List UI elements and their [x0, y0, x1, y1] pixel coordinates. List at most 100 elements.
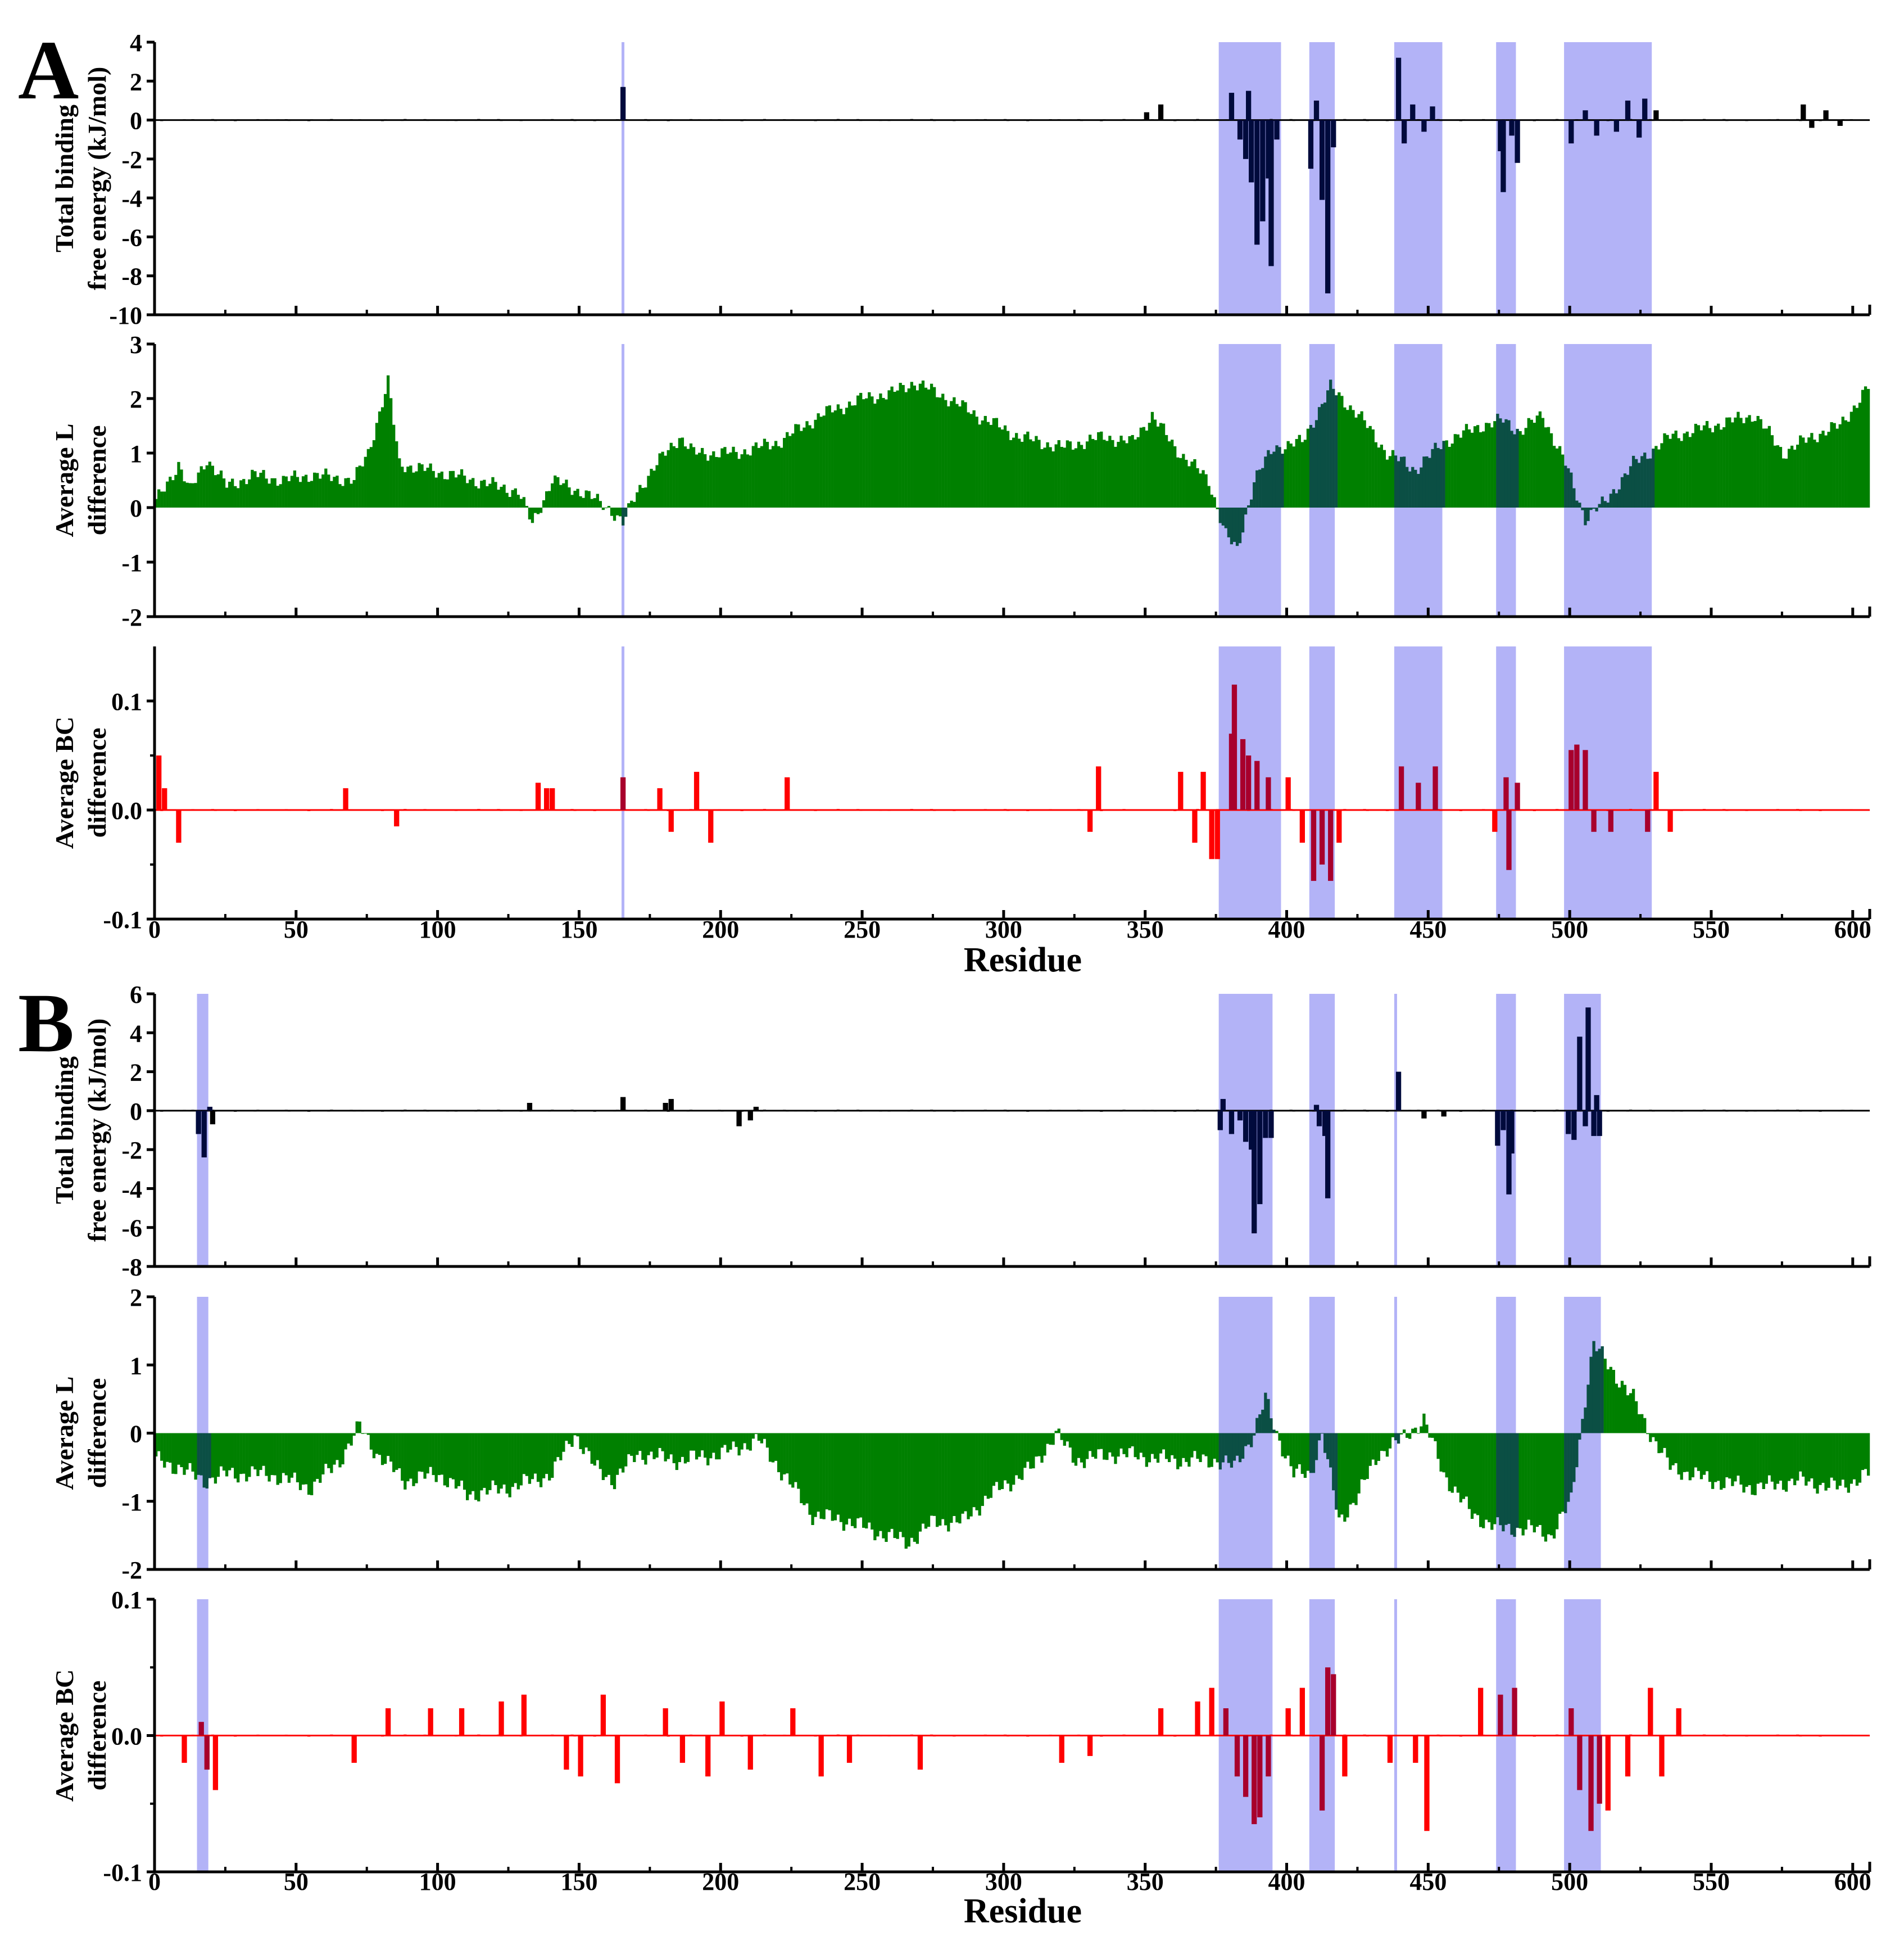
l-bar	[763, 1433, 767, 1439]
l-bar	[998, 427, 1001, 508]
l-bar	[1408, 471, 1412, 508]
data-bar	[1515, 782, 1520, 810]
l-bar	[1459, 437, 1463, 508]
l-bar	[729, 452, 732, 508]
l-bar	[771, 1433, 775, 1463]
l-bar	[1671, 1433, 1675, 1465]
l-bar	[1776, 445, 1780, 508]
data-bar	[1432, 766, 1438, 810]
l-bar	[618, 508, 622, 517]
l-bar	[939, 397, 942, 508]
l-bar	[1584, 1407, 1587, 1433]
l-bar	[661, 1433, 664, 1451]
data-bar	[1574, 744, 1580, 810]
l-bar	[536, 1433, 540, 1482]
l-bar	[338, 484, 342, 508]
l-bar	[765, 1433, 769, 1448]
data-bar	[1608, 810, 1613, 832]
l-bar	[1779, 1433, 1783, 1481]
data-bar	[614, 1735, 620, 1784]
l-bar	[1275, 1431, 1279, 1433]
l-bar	[321, 474, 325, 508]
y-tick-label: -1	[121, 549, 142, 577]
l-bar	[1493, 1433, 1497, 1524]
l-bar	[1448, 1433, 1451, 1491]
l-bar	[1595, 508, 1598, 512]
l-bar	[647, 476, 650, 508]
l-bar	[1238, 1433, 1242, 1463]
l-bar	[950, 401, 953, 508]
l-bar	[786, 432, 789, 508]
l-bar	[683, 446, 687, 508]
l-bar	[389, 398, 393, 508]
l-bar	[859, 392, 863, 508]
l-bar	[568, 1433, 571, 1444]
l-bar	[1077, 1433, 1081, 1458]
l-bar	[1779, 447, 1783, 508]
l-bar	[786, 1433, 789, 1474]
l-bar	[1626, 474, 1630, 508]
l-bar	[313, 1433, 316, 1482]
l-bar	[692, 447, 696, 508]
l-bar	[939, 1433, 942, 1526]
data-bar	[1266, 120, 1271, 179]
l-bar	[735, 452, 738, 508]
l-bar	[817, 413, 820, 508]
l-bar	[862, 1433, 865, 1528]
l-bar	[1533, 1433, 1536, 1533]
l-bar	[921, 380, 925, 508]
l-bar	[239, 1433, 243, 1474]
l-bar	[536, 508, 540, 514]
l-bar	[1453, 1433, 1457, 1487]
l-bar	[667, 1433, 670, 1459]
l-bar	[1221, 1433, 1225, 1463]
data-bar	[521, 1694, 527, 1736]
l-bar	[559, 485, 563, 508]
data-bar	[550, 788, 555, 810]
l-bar	[185, 482, 189, 508]
l-bar	[545, 1433, 548, 1474]
l-bar	[296, 1433, 300, 1483]
l-bar	[500, 487, 503, 508]
data-bar	[790, 1708, 796, 1736]
l-bar	[1417, 1433, 1420, 1434]
l-bar	[1552, 446, 1556, 508]
l-bar	[777, 1433, 781, 1473]
l-bar	[1584, 508, 1587, 526]
l-bar	[1267, 1399, 1270, 1433]
l-bar	[862, 399, 865, 508]
data-bar	[679, 1735, 686, 1763]
data-bar	[1217, 1110, 1223, 1130]
l-bar	[672, 1433, 676, 1463]
l-bar	[1085, 1433, 1089, 1459]
l-bar	[896, 390, 899, 508]
l-bar	[1708, 428, 1712, 508]
l-bar	[423, 1433, 427, 1479]
l-bar	[1572, 488, 1576, 508]
l-bar	[1821, 431, 1825, 508]
l-bar	[188, 483, 192, 508]
l-bar	[1745, 417, 1748, 508]
l-bar	[355, 467, 359, 508]
l-bar	[1040, 449, 1044, 508]
l-bar	[1196, 468, 1199, 508]
data-bar	[1268, 120, 1274, 266]
l-bar	[732, 446, 735, 508]
l-bar	[1003, 425, 1007, 508]
l-bar	[341, 1433, 344, 1465]
l-bar	[582, 497, 585, 508]
l-bar	[630, 1433, 633, 1456]
l-bar	[678, 1433, 682, 1463]
l-bar	[1493, 421, 1497, 508]
l-bar	[1382, 1433, 1386, 1451]
l-bar	[1816, 442, 1819, 508]
l-bar	[726, 1433, 729, 1453]
y-axis-title-line: Average BC	[50, 1669, 79, 1802]
l-bar	[683, 1433, 687, 1464]
l-bar	[811, 428, 814, 508]
l-bar	[155, 1433, 158, 1456]
l-bar	[1216, 1433, 1219, 1463]
l-bar	[947, 406, 950, 508]
l-bar	[386, 375, 390, 508]
